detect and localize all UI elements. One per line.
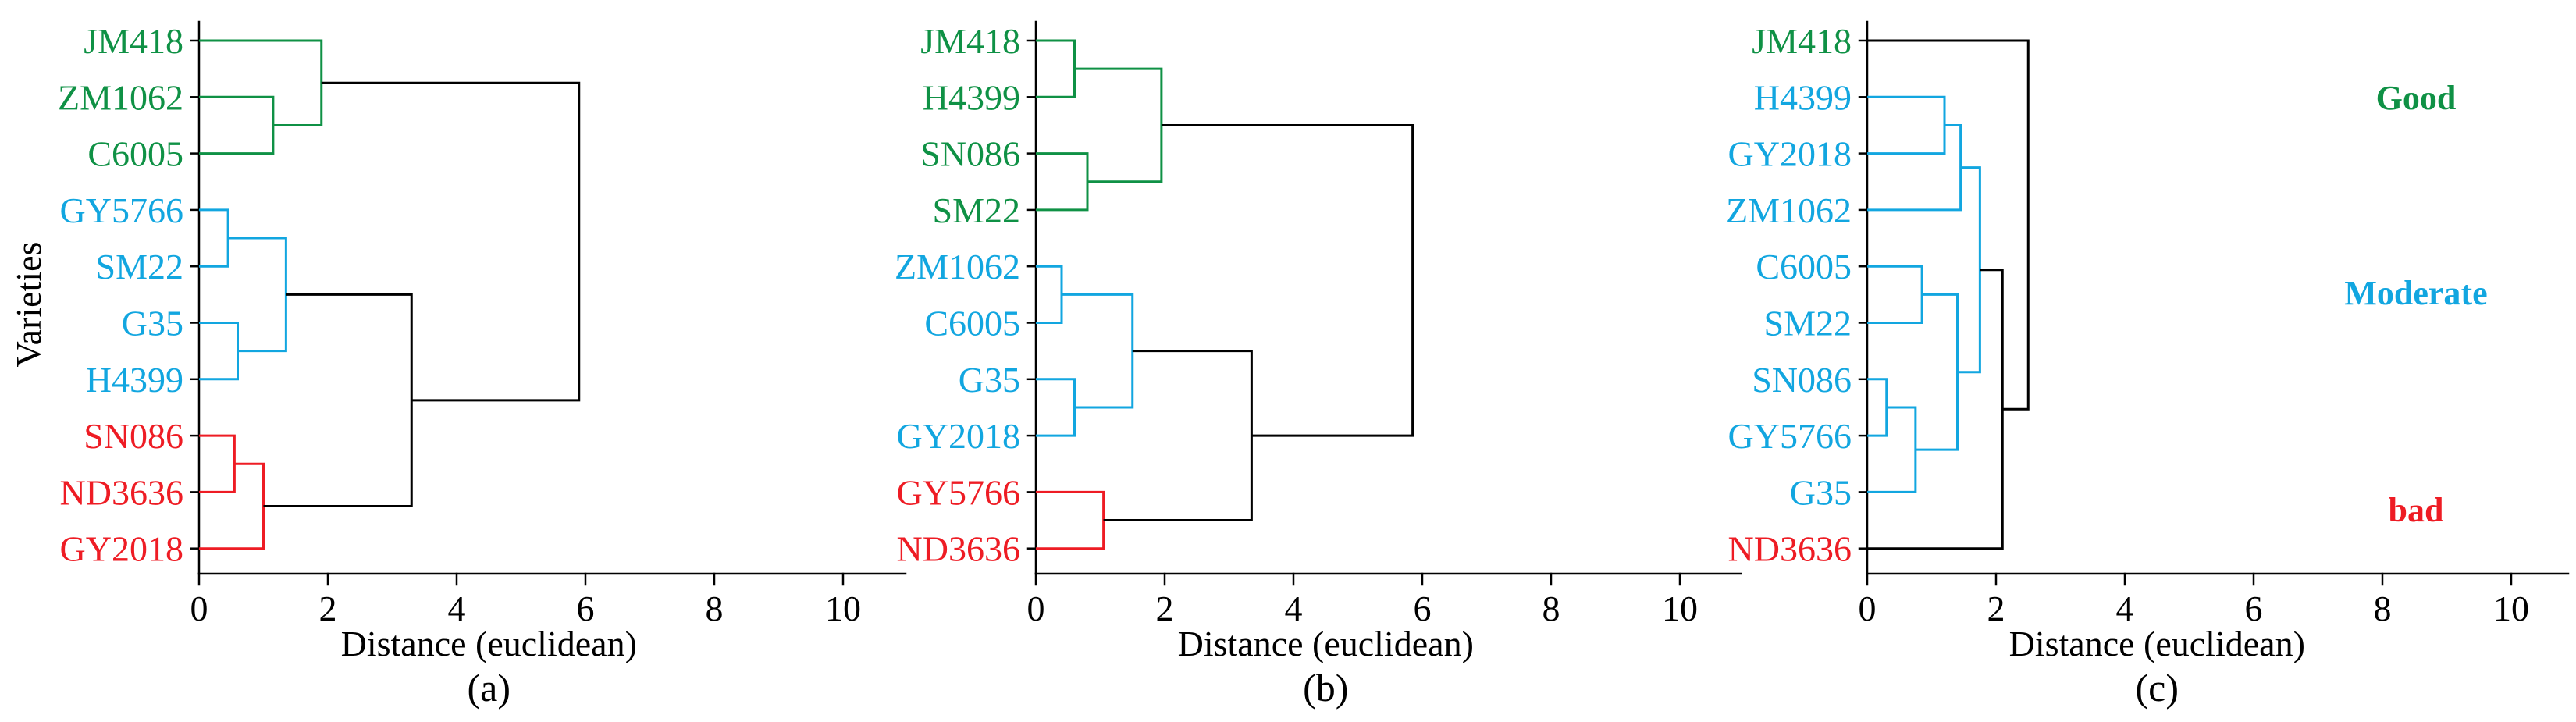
x-tick-label: 10 [2493,589,2529,628]
x-tick-label: 2 [1987,589,2005,628]
x-tick-label: 4 [1285,589,1303,628]
x-tick-label: 4 [2116,589,2134,628]
x-tick-label: 6 [2245,589,2263,628]
leaf-label-c6005: C6005 [1756,247,1852,286]
leaf-label-gy5766: GY5766 [60,190,183,230]
leaf-label-sn086: SN086 [84,416,183,456]
link-c-8 [1867,39,2030,411]
link-c-4 [1867,406,1917,493]
link-a-2 [199,208,229,268]
leaf-label-h4399: H4399 [86,360,183,400]
panel-c: 0 2 4 6 8 10 Distance (euclidean)(c) JM418 H4399… [1726,20,2570,710]
x-tick-label: 8 [2374,589,2392,628]
x-tick-label: 2 [319,589,337,628]
leaf-label-sm22: SM22 [1764,304,1852,343]
x-tick-label: 8 [1542,589,1560,628]
link-a-1 [199,39,323,126]
leaf-label-c6005: C6005 [87,134,183,174]
leaf-label-zm1062: ZM1062 [895,247,1020,286]
link-b-0 [1036,39,1076,98]
x-axis-label: Distance (euclidean) [341,624,637,663]
panel-b: 0 2 4 6 8 10 Distance (euclidean)(b) JM418 H4399… [895,20,1742,710]
leaf-label-nd3636: ND3636 [60,472,183,512]
leaf-label-gy5766: GY5766 [1728,416,1852,456]
leaf-label-gy2018: GY2018 [60,529,183,569]
x-tick-label: 8 [706,589,724,628]
x-tick-label: 0 [1859,589,1877,628]
legend-good: Good [2376,79,2457,117]
link-b-6 [1036,490,1105,550]
x-tick-label: 6 [1414,589,1432,628]
link-c-3 [1867,378,1888,437]
leaf-label-c6005: C6005 [924,304,1020,343]
leaf-label-nd3636: ND3636 [897,529,1020,569]
leaf-label-g35: G35 [1790,472,1852,512]
x-tick-label: 2 [1156,589,1174,628]
link-c-2 [1867,265,1923,324]
link-a-8 [321,81,581,402]
panel-label: (c) [2136,666,2179,710]
x-tick-label: 10 [1662,589,1698,628]
leaf-label-gy2018: GY2018 [897,416,1020,456]
panel-label: (a) [468,666,511,710]
leaf-label-gy5766: GY5766 [897,472,1020,512]
leaf-label-g35: G35 [959,360,1020,400]
leaf-label-jm418: JM418 [1752,21,1852,61]
link-b-1 [1036,152,1089,212]
y-axis-label: Varieties [9,242,48,368]
link-a-0 [199,95,275,155]
x-axis-label: Distance (euclidean) [1178,624,1474,663]
leaf-label-g35: G35 [122,304,183,343]
leaf-label-zm1062: ZM1062 [58,77,183,117]
x-tick-label: 0 [1027,589,1045,628]
leaf-label-h4399: H4399 [1754,77,1852,117]
x-axis-label: Distance (euclidean) [2009,624,2305,663]
panel-label: (b) [1303,666,1348,710]
link-b-4 [1036,378,1076,437]
leaf-label-nd3636: ND3636 [1728,529,1852,569]
leaf-label-gy2018: GY2018 [1728,134,1852,174]
legend-moderate: Moderate [2344,274,2487,312]
link-a-5 [199,434,236,493]
leaf-label-sn086: SN086 [1752,360,1852,400]
leaf-label-sm22: SM22 [933,190,1020,230]
x-tick-label: 10 [825,589,861,628]
leaf-label-sm22: SM22 [96,247,183,286]
leaf-label-jm418: JM418 [920,21,1020,61]
link-b-5 [1062,293,1134,409]
panel-a: 0 2 4 6 8 10 Distance (euclidean)(a) Varieties J… [9,20,907,710]
leaf-label-sn086: SN086 [920,134,1020,174]
link-b-3 [1036,265,1063,324]
legend-bad: bad [2389,491,2444,529]
x-tick-label: 0 [190,589,208,628]
link-a-3 [199,322,239,381]
leaf-label-zm1062: ZM1062 [1726,190,1852,230]
x-tick-label: 6 [577,589,595,628]
link-b-7 [1103,350,1253,522]
x-tick-label: 4 [448,589,466,628]
link-c-1 [1867,123,1962,212]
link-c-0 [1867,95,1946,155]
link-b-8 [1161,123,1414,437]
link-a-6 [199,462,265,550]
leaf-label-jm418: JM418 [84,21,183,61]
leaf-label-h4399: H4399 [923,77,1020,117]
